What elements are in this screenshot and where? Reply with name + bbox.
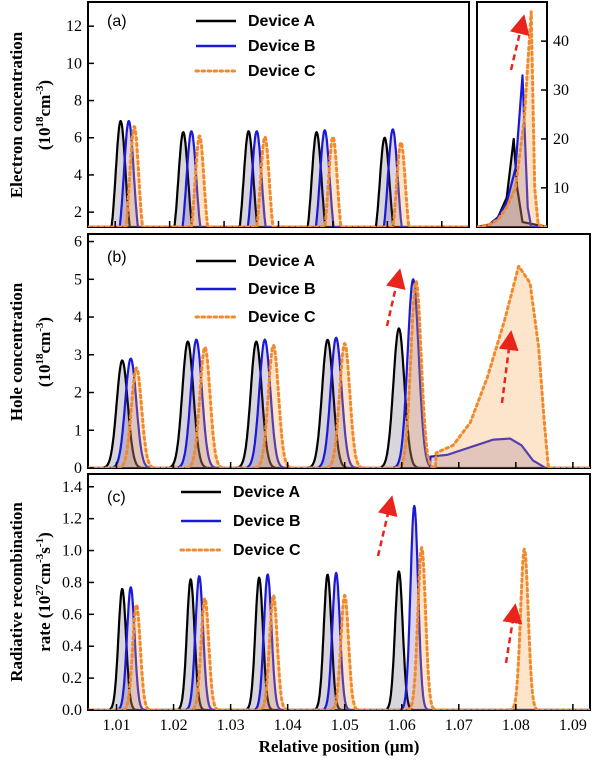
y-tick-label: 1.2: [62, 511, 82, 528]
plot-electron-concentration-inset: 10 20 30 40: [477, 10, 569, 227]
y-tick-label: 1.0: [62, 543, 82, 560]
series-line-device-c: [88, 125, 469, 227]
x-tick-label: 1.05: [331, 717, 359, 734]
y-tick-label: 6: [74, 130, 82, 147]
y-tick-label: 0.6: [62, 606, 82, 623]
y-tick-label: 10: [553, 180, 569, 197]
x-tick-label: 1.04: [274, 717, 302, 734]
plot-radiative-recombination: 0.0 0.2 0.4 0.6 0.8 1.0 1.2 1.4 1.01 1.02 1.03 1.04…: [62, 479, 590, 734]
panel-c-frame: [87, 473, 591, 711]
y-tick-label: 20: [553, 131, 569, 148]
series-line-device-c: [477, 10, 547, 227]
panel-b-label: (b): [107, 249, 127, 266]
series-line-device-b: [88, 120, 469, 227]
legend-label-device-a: Device A: [248, 253, 315, 270]
series-fill-device-c: [477, 11, 547, 227]
y-tick-label: 1: [74, 422, 82, 439]
series-layer: [88, 119, 469, 227]
panel-b-ylabel-line1: Hole concentration: [7, 282, 26, 421]
panel-a-ylabel-line1: Electron concentration: [7, 31, 26, 198]
series-line-device-b: [88, 278, 590, 468]
red-dashed-arrow: [385, 268, 406, 327]
y-tick-label: 5: [74, 271, 82, 288]
series-line-device-b: [477, 74, 547, 227]
x-tick-label: 1.08: [502, 717, 530, 734]
red-dashed-arrow: [502, 603, 523, 664]
legend-label-device-b: Device B: [248, 281, 316, 298]
y-tick-label: 40: [553, 33, 569, 50]
legend-label-device-c: Device C: [233, 542, 301, 559]
series-fill-device-c: [88, 266, 590, 468]
series-line-device-a: [88, 119, 469, 227]
red-dashed-arrow: [509, 14, 530, 71]
panel-a-ylabel-line2: (1018cm-3): [34, 80, 54, 150]
series-layer: [88, 504, 590, 710]
plot-hole-concentration: 0 1 2 3 4 5 6 Device A Device B Device C: [74, 234, 590, 477]
x-axis-title: Relative position (μm): [259, 737, 420, 756]
plot-electron-concentration: 2 4 6 8 10 12 Device A Device B Device C: [66, 13, 469, 227]
series-line-device-c: [88, 546, 590, 710]
y-tick-label: 8: [74, 93, 82, 110]
y-tick-label: 0.8: [62, 574, 82, 591]
y-tick-label: 2: [74, 385, 82, 402]
legend-label-device-c: Device C: [248, 63, 316, 80]
legend-label-device-a: Device A: [248, 13, 315, 30]
red-dashed-arrow: [376, 495, 398, 557]
y-tick-label: 10: [66, 55, 82, 72]
red-dashed-arrow: [498, 330, 519, 404]
y-tick-label: 0: [74, 460, 82, 477]
panel-c-ylabel-line1: Radiative recombination: [7, 502, 26, 682]
series-line-device-b: [88, 504, 590, 710]
panel-b-frame: [87, 233, 591, 469]
y-tick-label: 30: [553, 82, 569, 99]
panel-b-ylabel-line2: (1018cm-3): [34, 317, 54, 387]
legend-label-device-a: Device A: [233, 484, 300, 501]
series-fill-device-c: [88, 126, 469, 227]
series-layer: [88, 264, 590, 468]
y-tick-label: 0.0: [62, 702, 82, 719]
series-line-device-c: [88, 264, 590, 468]
y-tick-label: 0.2: [62, 670, 82, 687]
series-fill-device-b: [88, 121, 469, 227]
y-tick-label: 2: [74, 204, 82, 221]
panel-c-ylabel-line2: rate (1027cm-3s-1): [34, 532, 54, 652]
x-tick-label: 1.01: [103, 717, 131, 734]
series-fill-device-a: [88, 121, 469, 227]
legend-label-device-c: Device C: [248, 309, 316, 326]
x-tick-label: 1.07: [445, 717, 473, 734]
panel-a-frame: [87, 1, 470, 228]
series-fill-device-b: [88, 279, 590, 468]
series-layer: [477, 10, 547, 227]
y-tick-label: 0.4: [62, 638, 82, 655]
panel-a-label: (a): [107, 13, 127, 30]
y-tick-label: 6: [74, 234, 82, 251]
x-tick-label: 1.02: [160, 717, 188, 734]
legend-label-device-b: Device B: [233, 513, 301, 530]
series-fill-device-a: [88, 328, 590, 468]
panel-a-inset-frame: [476, 1, 548, 228]
series-fill-device-a: [88, 571, 590, 710]
x-tick-label: 1.03: [217, 717, 245, 734]
legend-label-device-b: Device B: [248, 38, 316, 55]
y-tick-label: 3: [74, 347, 82, 364]
annotation-arrows: [376, 14, 530, 664]
y-tick-label: 4: [74, 309, 82, 326]
x-tick-label: 1.06: [388, 717, 416, 734]
y-tick-label: 4: [74, 167, 82, 184]
series-line-device-a: [88, 327, 590, 468]
x-tick-label: 1.09: [559, 717, 587, 734]
panel-c-label: (c): [107, 489, 126, 506]
y-tick-label: 12: [66, 18, 82, 35]
y-tick-label: 1.4: [62, 479, 82, 496]
series-line-device-a: [88, 570, 590, 710]
